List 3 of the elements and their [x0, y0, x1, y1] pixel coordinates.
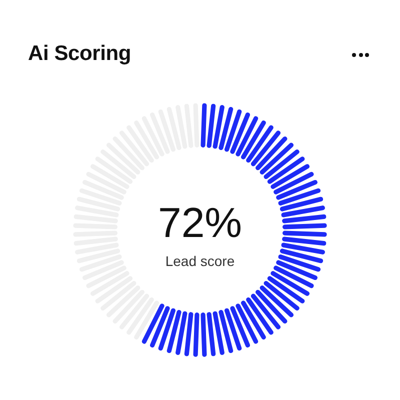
text: 72%: [158, 199, 242, 246]
text: Lead score: [165, 253, 235, 269]
chart-title: Ai Scoring: [28, 42, 132, 66]
